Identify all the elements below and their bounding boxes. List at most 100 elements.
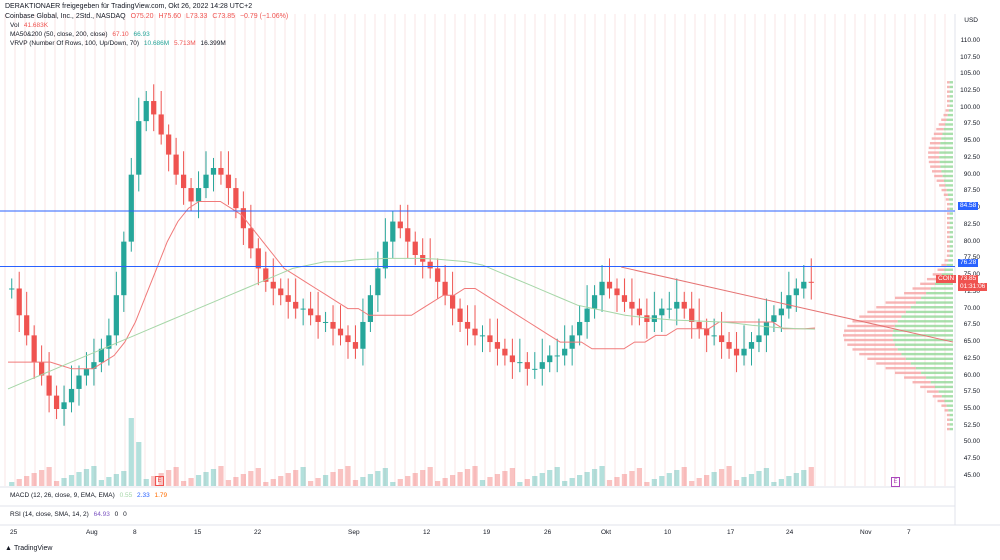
candle-body <box>614 288 620 296</box>
vrvp-down-bar <box>920 282 935 286</box>
price-tick-label: 45.00 <box>963 471 980 479</box>
currency-label: USD <box>964 17 978 24</box>
date-tick-label: Aug <box>86 529 98 536</box>
volume-bar <box>748 474 755 486</box>
price-tick-label: 67.50 <box>963 321 980 329</box>
vrvp-down-bar <box>926 390 939 393</box>
vrvp-down-bar <box>844 329 894 332</box>
volume-bar <box>195 475 202 486</box>
candle-body <box>741 348 747 356</box>
candle-body <box>128 174 134 242</box>
vrvp-label: VRVP (Number Of Rows, 100, Up/Down, 70) <box>10 40 140 47</box>
candle-body <box>360 321 366 349</box>
candle-body <box>793 288 799 296</box>
volume-bar <box>308 481 314 486</box>
vrvp-down-bar <box>941 263 947 267</box>
volume-bar <box>405 476 411 486</box>
price-tick-label: 62.50 <box>963 354 980 362</box>
candle-body <box>412 241 418 256</box>
candle-body <box>771 315 777 322</box>
volume-bar <box>9 482 15 486</box>
vrvp-down-bar <box>928 151 940 154</box>
price-tick-label: 57.50 <box>963 388 980 396</box>
volume-bar <box>606 480 613 486</box>
vrvp-down-bar <box>947 226 950 229</box>
vrvp-down-bar <box>941 188 947 192</box>
vol-label: Vol <box>10 22 20 29</box>
candle-body <box>83 368 90 376</box>
volume-bar <box>442 478 448 486</box>
vrvp-down-bar <box>852 320 898 323</box>
vrvp-down-bar <box>947 231 950 234</box>
vrvp-up-bar <box>946 118 953 121</box>
candle-body <box>16 288 22 316</box>
candle-body <box>442 281 448 296</box>
vrvp-up-bar <box>949 427 953 431</box>
candle-body <box>405 228 411 242</box>
candle-body <box>756 335 762 343</box>
tradingview-logo[interactable]: ▲ TradingView <box>5 545 52 552</box>
vrvp-up-bar <box>940 142 953 145</box>
date-tick-label: Sep <box>348 529 360 536</box>
volume-bar <box>577 475 583 486</box>
vrvp-down-bar <box>932 395 942 398</box>
candle-body <box>330 321 336 329</box>
volume-bar <box>487 477 493 486</box>
volume-bar <box>91 466 97 486</box>
candle-body <box>711 335 717 337</box>
macd-label: MACD (12, 26, close, 9, EMA, EMA) <box>10 492 115 499</box>
candle-body <box>659 308 665 316</box>
symbol-name[interactable]: Coinbase Global, Inc., 2Std., NASDAQ <box>5 13 126 20</box>
vrvp-down-bar <box>939 184 946 187</box>
candle-body <box>300 308 306 310</box>
candle-body <box>487 335 493 343</box>
volume-bar <box>173 467 179 486</box>
candle-body <box>166 134 172 155</box>
candle-body <box>113 295 119 336</box>
vrvp-up-bar <box>901 352 953 356</box>
vrvp-up-bar <box>941 170 953 173</box>
date-tick-label: 15 <box>194 529 202 536</box>
vrvp-up-bar <box>926 291 953 295</box>
candle-body <box>562 348 568 356</box>
candle-body <box>322 321 329 323</box>
date-tick-label: 7 <box>907 529 911 536</box>
volume-bar <box>659 476 665 486</box>
vrvp-up-bar <box>949 202 953 206</box>
rsi-value-1: 64.93 <box>93 511 110 518</box>
vrvp-down-bar <box>947 245 950 248</box>
event-marker[interactable]: E <box>891 477 900 487</box>
vrvp-up-bar <box>894 324 953 328</box>
trendline <box>621 266 954 343</box>
price-tick-label: 107.50 <box>960 53 980 61</box>
vrvp-down-bar <box>936 127 944 131</box>
vrvp-down-bar <box>944 409 949 412</box>
macd-legend[interactable]: MACD (12, 26, close, 9, EMA, EMA) 0.55 2… <box>10 492 170 500</box>
ma-legend[interactable]: MA50&200 (50, close, 200, close) 67.10 6… <box>10 31 153 39</box>
volume-bar <box>322 475 329 486</box>
vol-legend[interactable]: Vol 41.683K <box>10 22 51 30</box>
earnings-marker[interactable]: E <box>155 476 164 486</box>
vrvp-up-bar <box>938 390 953 393</box>
vrvp-up-bar <box>921 296 953 300</box>
rsi-legend[interactable]: RSI (14, close, SMA, 14, 2) 64.93 0 0 <box>10 511 130 519</box>
vrvp-up-bar <box>905 310 953 314</box>
volume-bar <box>427 467 433 486</box>
price-tick-label: 92.50 <box>963 153 980 161</box>
volume-bar <box>472 466 478 486</box>
macd-value-2: 2.33 <box>137 492 150 499</box>
vrvp-down-bar <box>885 366 916 370</box>
vrvp-down-bar <box>947 423 950 426</box>
price-tick-label: 90.00 <box>963 170 980 178</box>
vrvp-up-bar <box>949 99 953 103</box>
vrvp-up-bar <box>942 174 953 178</box>
volume-bar <box>599 466 605 486</box>
vrvp-down-bar <box>937 399 945 403</box>
vrvp-down-bar <box>926 277 939 281</box>
vrvp-down-bar <box>931 170 942 173</box>
volume-bar <box>113 474 119 486</box>
volume-bar <box>584 472 590 486</box>
vrvp-legend[interactable]: VRVP (Number Of Rows, 100, Up/Down, 70) … <box>10 40 229 48</box>
volume-bar <box>382 468 388 486</box>
